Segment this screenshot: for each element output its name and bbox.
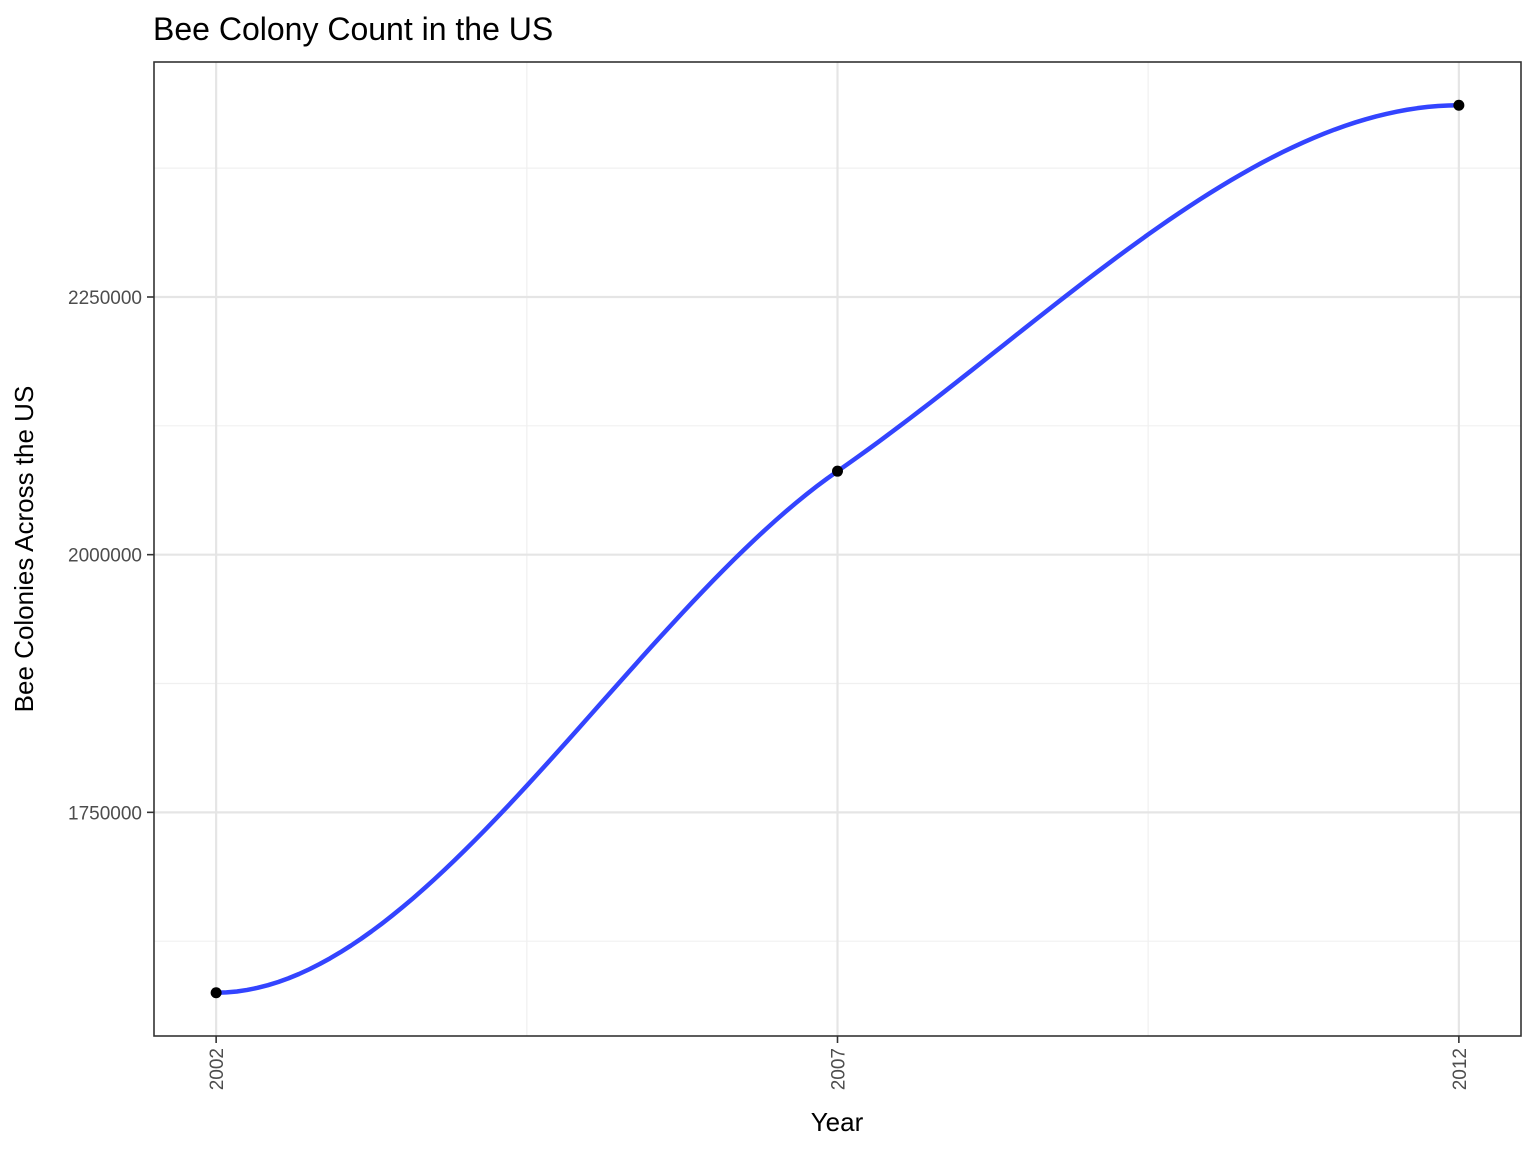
data-point: [210, 987, 222, 999]
chart-title: Bee Colony Count in the US: [153, 11, 553, 47]
x-tick-label: 2007: [829, 1048, 850, 1090]
x-axis-title: Year: [811, 1107, 864, 1137]
y-tick-label: 1750000: [68, 803, 142, 824]
y-tick-label: 2000000: [68, 546, 142, 567]
data-point: [1453, 99, 1465, 111]
y-axis-title: Bee Colonies Across the US: [9, 386, 39, 713]
axis-ticks: [147, 296, 1460, 1043]
data-point: [832, 465, 843, 477]
axis-tick-labels: 1750000 2000000 2250000 2002 2007 2012: [68, 288, 1471, 1090]
major-gridlines: [154, 62, 1521, 1036]
x-tick-label: 2012: [1450, 1048, 1471, 1090]
y-tick-label: 2250000: [68, 288, 142, 309]
points-layer: [210, 99, 1465, 999]
x-tick-label: 2002: [207, 1048, 228, 1090]
